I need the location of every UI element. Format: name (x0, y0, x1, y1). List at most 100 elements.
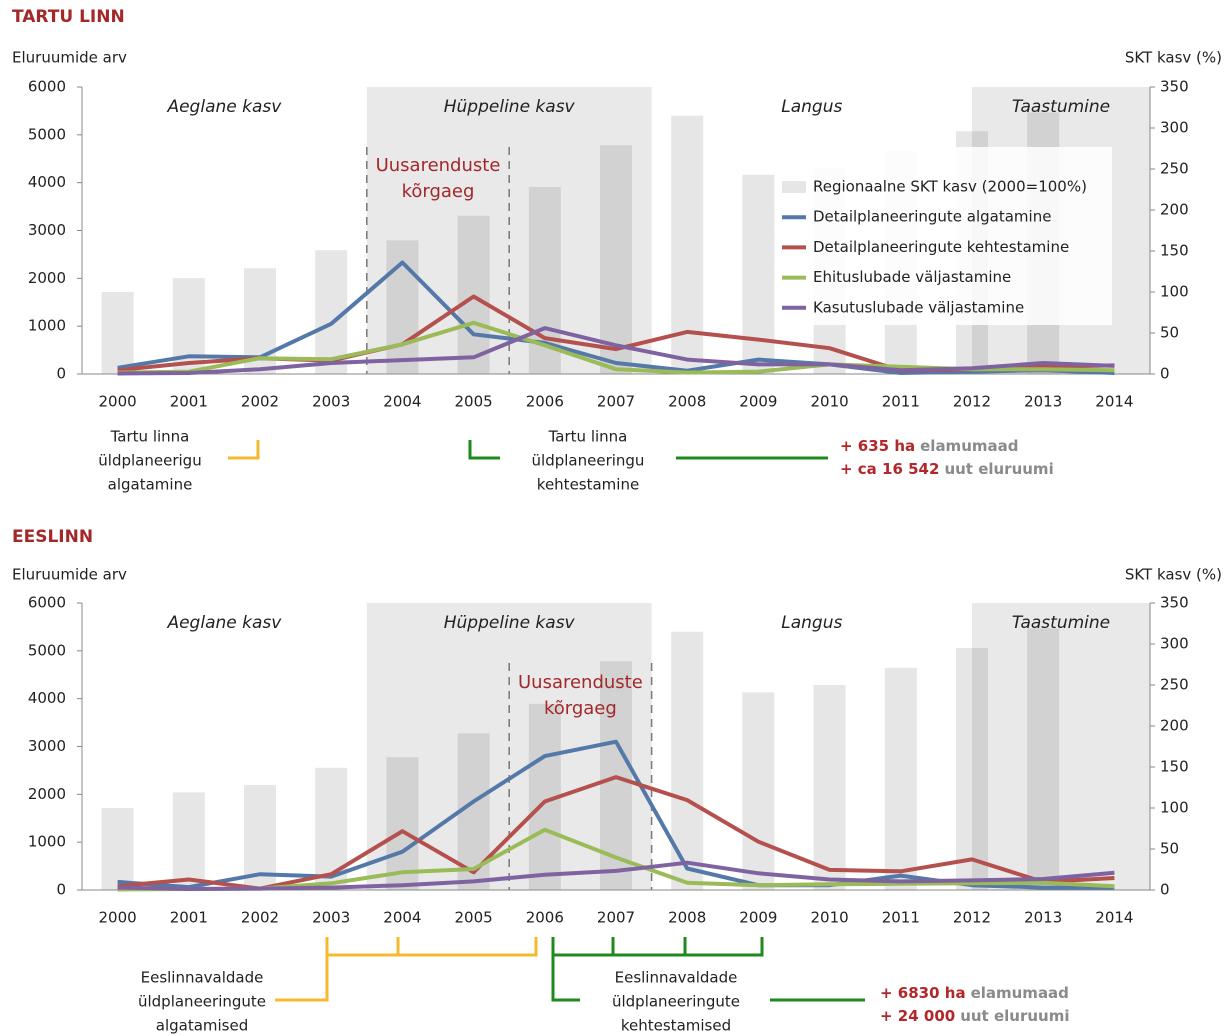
bar (101, 292, 134, 374)
x-tick-label: 2006 (526, 393, 564, 411)
y-tick-label: 3000 (28, 737, 66, 755)
note-text: Eeslinnavaldade (141, 969, 264, 987)
total-unit: uut eluruumi (960, 1007, 1069, 1025)
phase-label: Langus (781, 97, 842, 117)
total-unit: elamumaad (920, 437, 1018, 455)
y2-tick-label: 100 (1160, 283, 1189, 301)
note-text: Eeslinnavaldade (615, 969, 738, 987)
x-tick-label: 2007 (597, 393, 635, 411)
note-text: üldplaneeringute (138, 993, 266, 1011)
bar (742, 174, 775, 374)
y2-tick-label: 350 (1160, 78, 1189, 96)
y2-tick-label: 50 (1160, 324, 1179, 342)
bar (884, 667, 917, 890)
total-amount: + 6830 ha (880, 984, 966, 1002)
y2-tick-label: 0 (1160, 881, 1170, 899)
y2-axis-label: SKT kasv (%) (1125, 49, 1222, 67)
total-text: + 635 ha elamumaad (840, 437, 1018, 455)
note-text: Tartu linna (110, 428, 190, 446)
y-tick-label: 6000 (28, 594, 66, 612)
y2-tick-label: 200 (1160, 717, 1189, 735)
bar (172, 792, 205, 890)
bracket (551, 937, 764, 957)
y-tick-label: 0 (56, 365, 66, 383)
phase-label: Taastumine (1012, 97, 1110, 117)
y2-tick-label: 350 (1160, 594, 1189, 612)
phase-label: Aeglane kasv (166, 97, 282, 117)
phase-label: Hüppeline kasv (444, 613, 576, 633)
note-text: üldplaneerigu (98, 452, 201, 470)
highlight-label: kõrgaeg (402, 181, 475, 202)
phase-shade (972, 603, 1150, 890)
note-text: algatamised (156, 1017, 249, 1035)
line-series (117, 326, 1115, 376)
x-tick-label: 2001 (170, 393, 208, 411)
x-tick-label: 2001 (170, 909, 208, 927)
x-tick-label: 2006 (526, 909, 564, 927)
y-tick-label: 4000 (28, 173, 66, 191)
y2-tick-label: 250 (1160, 160, 1189, 178)
x-tick-label: 2012 (953, 393, 991, 411)
x-tick-label: 2010 (811, 909, 849, 927)
phase-shade (366, 87, 652, 374)
x-tick-label: 2010 (811, 393, 849, 411)
annotation-brackets (228, 440, 865, 1002)
y-axis-label: Eluruumide arv (12, 566, 127, 584)
highlight-label: Uusarenduste (376, 155, 501, 176)
x-tick-label: 2005 (455, 909, 493, 927)
y2-axis-label: SKT kasv (%) (1125, 566, 1222, 584)
legend-box (775, 147, 1112, 325)
bar (742, 692, 775, 890)
phase-label: Taastumine (1012, 613, 1110, 633)
x-tick-label: 2003 (312, 909, 350, 927)
y-tick-label: 3000 (28, 221, 66, 239)
chart-title: EESLINN (12, 527, 93, 547)
bracket (325, 937, 538, 957)
y-tick-label: 1000 (28, 833, 66, 851)
total-amount: + ca 16 542 (840, 460, 939, 478)
x-tick-label: 2009 (739, 909, 777, 927)
y-tick-label: 6000 (28, 78, 66, 96)
legend-swatch (782, 181, 806, 193)
y-tick-label: 2000 (28, 785, 66, 803)
legend-label: Kasutuslubade väljastamine (813, 298, 1024, 316)
phase-label: Hüppeline kasv (444, 97, 576, 117)
total-text: + 6830 ha elamumaad (880, 984, 1069, 1002)
x-tick-label: 2002 (241, 909, 279, 927)
chart-title: TARTU LINN (12, 7, 125, 27)
phase-label: Langus (781, 613, 842, 633)
x-tick-label: 2013 (1024, 393, 1062, 411)
x-tick-label: 2014 (1095, 393, 1133, 411)
note-text: Tartu linna (548, 428, 628, 446)
total-amount: + 635 ha (840, 437, 915, 455)
note-text: üldplaneeringu (532, 452, 645, 470)
y-tick-label: 1000 (28, 317, 66, 335)
x-tick-label: 2000 (99, 393, 137, 411)
y2-tick-label: 100 (1160, 799, 1189, 817)
x-tick-label: 2005 (455, 393, 493, 411)
y2-tick-label: 150 (1160, 242, 1189, 260)
bar (1027, 628, 1060, 890)
bar (813, 685, 846, 890)
note-text: üldplaneeringute (612, 993, 740, 1011)
y-tick-label: 4000 (28, 689, 66, 707)
bar (956, 648, 988, 890)
legend-label: Regionaalne SKT kasv (2000=100%) (813, 178, 1087, 196)
bracket (228, 440, 260, 460)
bar (600, 145, 632, 374)
line-series (117, 260, 1115, 375)
bar (386, 757, 419, 890)
x-tick-label: 2000 (99, 909, 137, 927)
x-tick-label: 2011 (882, 909, 920, 927)
x-tick-label: 2014 (1095, 909, 1133, 927)
highlight-label: kõrgaeg (544, 698, 617, 719)
legend-label: Detailplaneeringute kehtestamine (813, 238, 1069, 256)
bracket (468, 440, 500, 460)
y-tick-label: 0 (56, 881, 66, 899)
total-text: + 24 000 uut eluruumi (880, 1007, 1069, 1025)
y2-tick-label: 200 (1160, 201, 1189, 219)
y2-tick-label: 0 (1160, 365, 1170, 383)
x-tick-label: 2013 (1024, 909, 1062, 927)
total-amount: + 24 000 (880, 1007, 955, 1025)
